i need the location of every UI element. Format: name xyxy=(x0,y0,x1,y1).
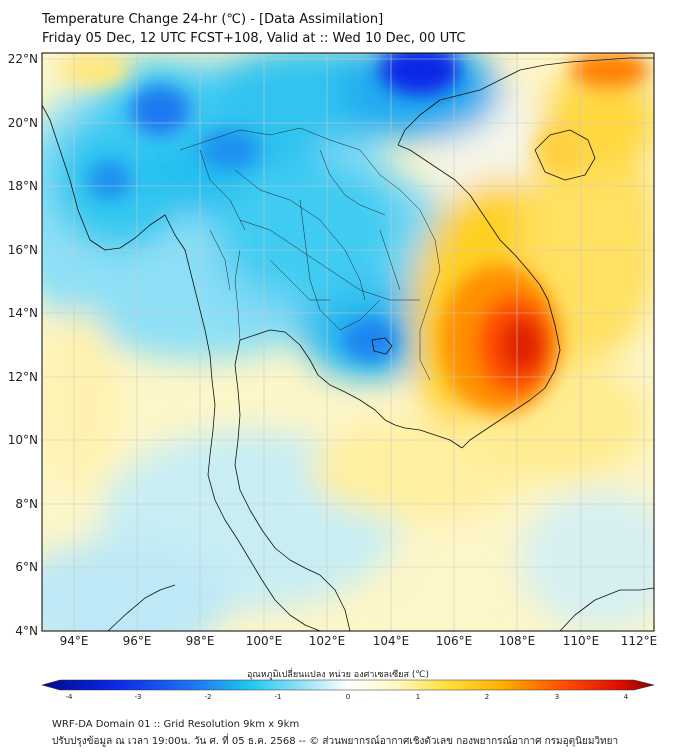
lat-label: 12°N xyxy=(8,370,38,384)
lat-label: 8°N xyxy=(15,497,38,511)
lon-label: 96°E xyxy=(123,634,152,648)
coastlines xyxy=(42,57,654,631)
colorbar: -4 -3 -2 -1 0 1 2 3 4 xyxy=(40,679,655,700)
lon-label: 106°E xyxy=(436,634,473,648)
lat-label: 16°N xyxy=(8,243,38,257)
lon-label: 112°E xyxy=(621,634,658,648)
footer-credit: ปรับปรุงข้อมูล ณ เวลา 19:00น. วัน ศ. ที่… xyxy=(52,736,619,747)
lat-label: 4°N xyxy=(15,624,38,638)
lat-label: 20°N xyxy=(8,116,38,130)
colorbar-tick: -1 xyxy=(275,693,282,700)
colorbar-tick: -4 xyxy=(66,693,74,700)
lat-label: 6°N xyxy=(15,560,38,574)
lat-label: 10°N xyxy=(8,433,38,447)
colorbar-label: อุณหภูมิเปลี่ยนแปลง หน่วย องศาเซลเซียส (… xyxy=(246,670,430,680)
colorbar-ticks: -4 -3 -2 -1 0 1 2 3 4 xyxy=(66,693,629,700)
admin-borders xyxy=(179,127,441,381)
chart-subtitle: Friday 05 Dec, 12 UTC FCST+108, Valid at… xyxy=(42,31,466,46)
colorbar-tick: -3 xyxy=(135,693,142,700)
temperature-change-map: 22°N 20°N 18°N 16°N 14°N 12°N 10°N 8°N 6… xyxy=(8,52,658,700)
colorbar-tick: 1 xyxy=(416,693,420,700)
colorbar-gradient xyxy=(40,679,655,691)
lat-label: 14°N xyxy=(8,306,38,320)
map-frame xyxy=(41,52,655,632)
chart-title: Temperature Change 24-hr (℃) - [Data Ass… xyxy=(42,12,384,27)
colorbar-tick: 0 xyxy=(346,693,350,700)
lon-label: 104°E xyxy=(373,634,410,648)
lon-label: 102°E xyxy=(309,634,346,648)
colorbar-tick: 4 xyxy=(624,693,629,700)
lon-label: 110°E xyxy=(563,634,600,648)
colorbar-tick: 3 xyxy=(555,693,559,700)
lon-label: 100°E xyxy=(246,634,283,648)
lon-axis: 94°E 96°E 98°E 100°E 102°E 104°E 106°E 1… xyxy=(60,634,658,648)
footer-model-info: WRF-DA Domain 01 :: Grid Resolution 9km … xyxy=(52,719,300,730)
lat-label: 18°N xyxy=(8,179,38,193)
lat-axis: 22°N 20°N 18°N 16°N 14°N 12°N 10°N 8°N 6… xyxy=(8,52,38,638)
lon-label: 98°E xyxy=(186,634,215,648)
lat-label: 22°N xyxy=(8,52,38,66)
colorbar-tick: 2 xyxy=(485,693,489,700)
lon-label: 108°E xyxy=(499,634,536,648)
colorbar-tick: -2 xyxy=(205,693,212,700)
lon-label: 94°E xyxy=(60,634,89,648)
field-detail-layer xyxy=(60,53,650,415)
